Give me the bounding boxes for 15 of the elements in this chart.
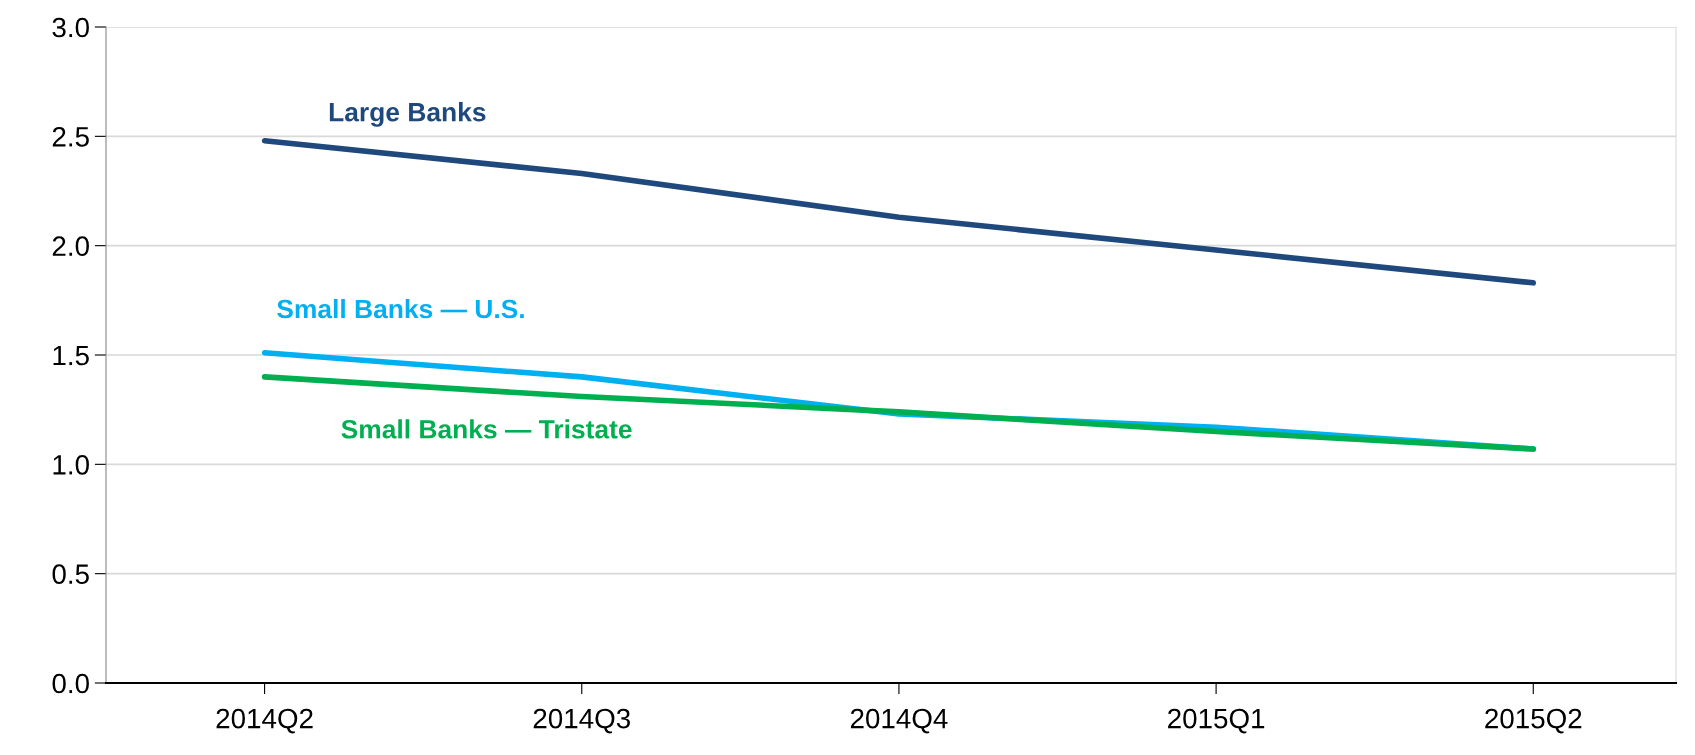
y-tick-label: 2.0 xyxy=(52,236,89,257)
x-tick-label: 2014Q2 xyxy=(216,708,313,734)
series-label: Small Banks — Tristate xyxy=(341,419,632,439)
x-tick-label: 2014Q4 xyxy=(850,708,948,734)
y-tick-label: 0.0 xyxy=(52,673,89,694)
y-tick-label: 3.0 xyxy=(52,17,89,38)
series-label: Small Banks — U.S. xyxy=(277,298,524,319)
y-tick-label: 2.5 xyxy=(52,127,89,147)
y-tick-label: 1.0 xyxy=(53,455,89,475)
series-label: Large Banks xyxy=(329,102,486,127)
x-tick-label: 2014Q3 xyxy=(533,708,630,734)
y-tick-label: 1.5 xyxy=(53,345,89,366)
y-tick-label: 0.5 xyxy=(52,564,89,585)
x-tick-label: 2015Q2 xyxy=(1485,708,1582,734)
x-tick-label: 2015Q1 xyxy=(1168,708,1265,734)
